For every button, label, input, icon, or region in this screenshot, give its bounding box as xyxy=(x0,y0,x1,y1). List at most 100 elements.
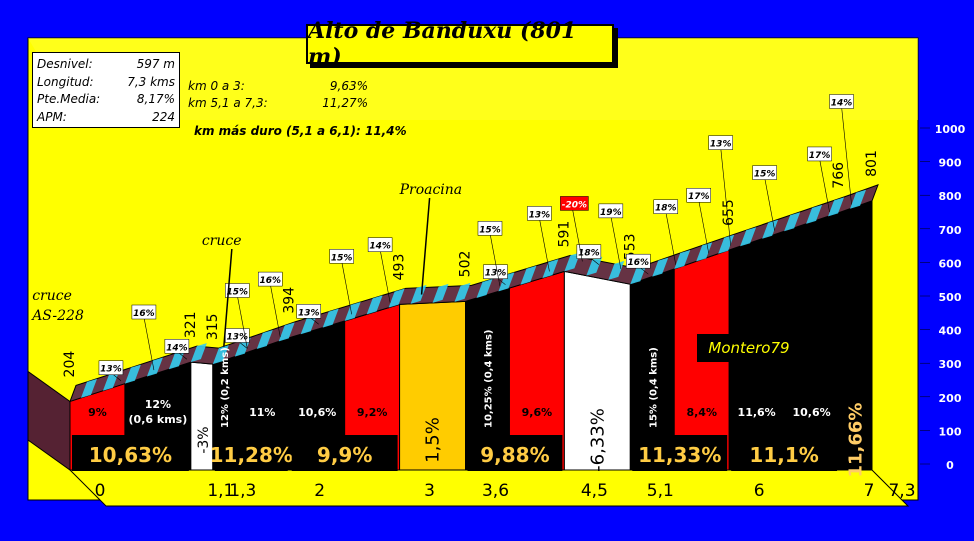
subsection-label: 10,6% xyxy=(792,406,830,419)
band-stripe xyxy=(806,204,823,224)
callout-leader xyxy=(489,233,501,287)
grade-callout-text: 13% xyxy=(298,308,320,318)
band-stripe xyxy=(696,242,713,262)
x-tick-label: 0 xyxy=(95,481,106,501)
band-stripe xyxy=(168,350,185,370)
altitude-label: 502 xyxy=(458,251,474,278)
x-tick-label: 2 xyxy=(314,481,325,501)
altitude-label: 553 xyxy=(622,233,638,260)
altitude-label: 394 xyxy=(282,287,298,314)
y-tick-label: 300 xyxy=(939,358,962,371)
x-tick-label: 3 xyxy=(424,481,435,501)
grade-callout-box xyxy=(98,360,124,375)
grade-callout-text: 13% xyxy=(529,210,551,220)
callout-leader xyxy=(764,177,775,231)
annotation-label: cruce xyxy=(202,233,242,249)
subsection-label: 10,25% (0,4 kms) xyxy=(483,329,494,428)
y-tick-label: 500 xyxy=(939,291,962,304)
altitude-label: 493 xyxy=(392,254,408,281)
split-km-0-3: km 0 a 3: 9,63% xyxy=(188,79,368,93)
band-stripe xyxy=(520,265,537,285)
x-tick-label: 5,1 xyxy=(647,481,674,501)
grade-callout-box xyxy=(258,271,283,287)
grade-callout-box xyxy=(329,249,354,264)
grade-callout-text: 15% xyxy=(479,225,501,235)
band-stripe xyxy=(564,252,581,272)
callout-leader xyxy=(819,158,830,213)
grade-callout-text: -20% xyxy=(562,200,587,210)
band-stripe xyxy=(740,227,757,247)
section-grade-label: 9,88% xyxy=(480,443,549,467)
band-stripe xyxy=(278,322,295,342)
annotation-leader xyxy=(420,197,431,295)
x-tick-label: 4,5 xyxy=(581,481,608,501)
band-stripe xyxy=(476,279,493,299)
grade-callout-box xyxy=(653,199,679,214)
grade-callout-text: 16% xyxy=(259,276,281,286)
subsection-label: 9,6% xyxy=(522,406,553,419)
y-tick-label: 600 xyxy=(939,257,962,270)
section-grade-label: 10,63% xyxy=(89,443,172,467)
y-tick-label: 100 xyxy=(939,425,962,438)
stat-pte-media: Pte.Media: 8,17% xyxy=(37,92,175,106)
band-stripe xyxy=(212,345,229,365)
annotation-label: cruce xyxy=(32,288,72,304)
grade-callout-text: 13% xyxy=(485,269,507,279)
split-km-5-7: km 5,1 a 7,3: 11,27% xyxy=(188,96,368,110)
profile-top-band xyxy=(69,184,879,403)
altitude-label: 204 xyxy=(62,351,78,378)
grade-callout-text: 14% xyxy=(369,242,391,252)
x-tick-label: 3,6 xyxy=(482,481,509,501)
x-tick-label: 7 xyxy=(864,481,875,501)
band-stripe xyxy=(542,259,559,279)
split-gradients: km 0 a 3: 9,63% km 5,1 a 7,3: 11,27% xyxy=(188,78,368,112)
callout-leader xyxy=(841,106,852,205)
band-stripe xyxy=(322,308,339,328)
grade-callout-text: 13% xyxy=(710,140,732,150)
callout-leader xyxy=(143,316,155,371)
panel-shade xyxy=(28,38,918,120)
grade-callout-text: 19% xyxy=(600,208,622,218)
annotation-label: Proacina xyxy=(399,182,463,198)
band-stripe xyxy=(256,329,273,349)
grade-callout-box xyxy=(527,206,552,221)
subsection-label: 12% (0,2 kms) xyxy=(220,347,231,428)
band-stripe xyxy=(762,219,779,239)
section-grade-label: -3% xyxy=(196,426,212,453)
grade-callout-text: 16% xyxy=(133,309,155,319)
subsection-label: 11% xyxy=(249,406,275,419)
altitude-label: 591 xyxy=(556,221,572,248)
callout-leader xyxy=(720,147,731,246)
section-grade-bg xyxy=(72,435,189,471)
callout-leader xyxy=(665,211,677,265)
subsection-label: 8,4% xyxy=(686,406,717,419)
band-stripe xyxy=(850,189,867,209)
subsection-label: 10,6% xyxy=(298,406,336,419)
subsection-label: 15% (0,4 kms) xyxy=(648,347,659,428)
subsection-label: 12% xyxy=(145,398,171,411)
y-tick-label: 1000 xyxy=(935,123,966,136)
subsection-label: 9,2% xyxy=(357,406,388,419)
band-stripe xyxy=(828,197,845,217)
grade-callout-text: 15% xyxy=(754,170,776,180)
section-grade-bg xyxy=(731,435,838,471)
section-grade-label: 11,1% xyxy=(749,443,818,467)
section-grade-label: 11,66% xyxy=(846,403,867,478)
band-stripe xyxy=(366,295,383,315)
stat-apm: APM: 224 xyxy=(37,109,175,124)
grade-callout-box xyxy=(483,264,508,279)
y-tick-label: 800 xyxy=(939,190,962,203)
stat-longitud: Longitud: 7,3 kms xyxy=(37,74,175,89)
section-grade-label: 11,28% xyxy=(210,443,293,467)
chart-title: Alto de Banduxu (801 m) xyxy=(306,18,614,70)
x-tick-label: 1,3 xyxy=(229,481,256,501)
section-grade-label: 9,9% xyxy=(317,443,372,467)
subsection-label: 9% xyxy=(88,406,107,419)
section-grade-bg xyxy=(291,435,398,471)
grade-callout-text: 16% xyxy=(628,258,650,268)
grade-callout-text: 17% xyxy=(688,192,710,202)
section-grade-label: 11,33% xyxy=(638,443,721,467)
grade-callout-box xyxy=(296,304,321,319)
altitude-label: 655 xyxy=(721,199,737,226)
